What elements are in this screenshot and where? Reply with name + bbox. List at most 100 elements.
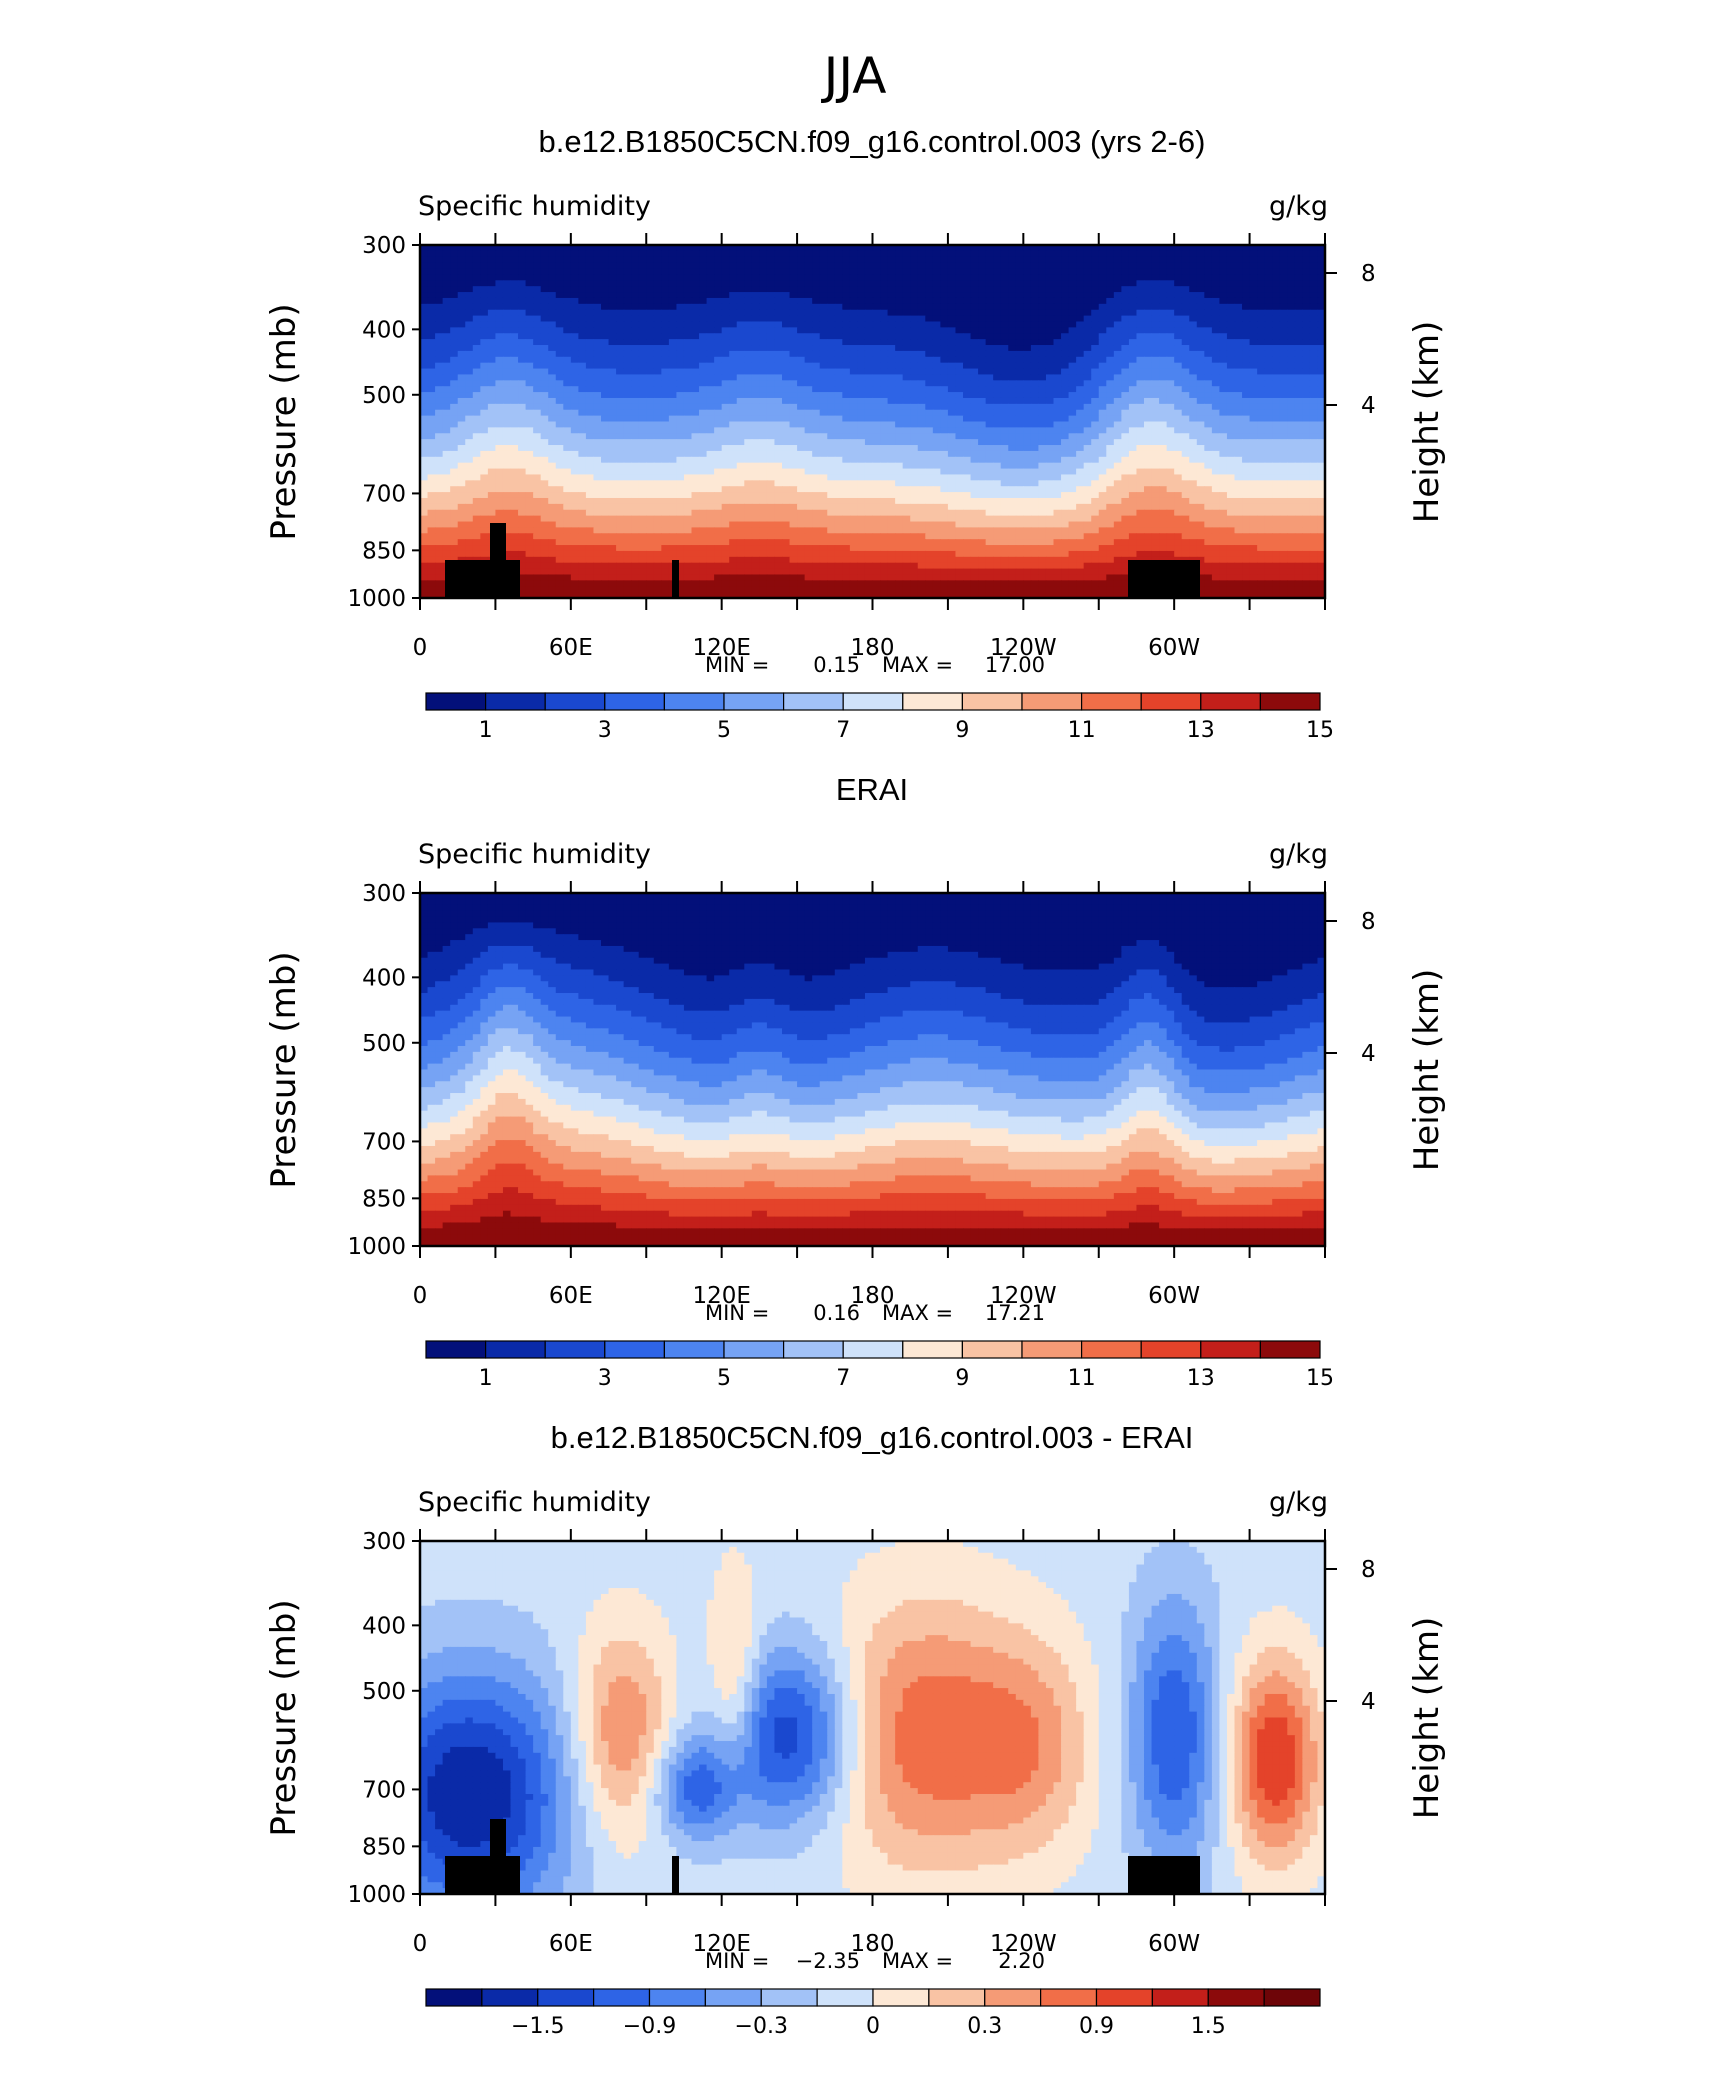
heatmap-cell [1159,303,1168,311]
heatmap-cell [563,362,572,370]
heatmap-cell [1068,433,1077,440]
heatmap-cell [782,462,791,470]
heatmap-cell [1121,445,1130,452]
heatmap-cell [435,403,444,411]
heatmap-cell [646,280,655,287]
heatmap-cell [925,292,934,299]
heatmap-cell [502,450,512,458]
heatmap-cell [525,480,534,487]
heatmap-cell [1015,433,1024,440]
heatmap-cell [1302,362,1311,370]
heatmap-cell [857,245,866,252]
heatmap-cell [1174,445,1183,452]
heatmap-cell [1023,245,1032,252]
heatmap-cell [978,245,987,252]
heatmap-cell [880,415,889,423]
heatmap-cell [834,456,843,464]
heatmap-cell [1264,303,1273,311]
heatmap-cell [910,245,919,252]
heatmap-cell [842,474,851,481]
heatmap-cell [759,345,768,352]
heatmap-cell [1174,362,1183,370]
heatmap-cell [1045,386,1055,393]
heatmap-cell [435,480,444,487]
heatmap-cell [1264,339,1273,346]
heatmap-cell [1151,397,1160,405]
heatmap-cell [533,368,542,376]
heatmap-cell [548,421,557,428]
heatmap-cell [646,262,655,270]
heatmap-cell [917,350,926,358]
heatmap-cell [857,380,866,387]
heatmap-cell [1159,250,1168,258]
heatmap-cell [563,280,572,287]
heatmap-cell [1083,480,1092,487]
heatmap-cell [1008,392,1017,399]
heatmap-cell [947,245,957,252]
heatmap-cell [1174,292,1183,299]
heatmap-cell [1204,445,1213,452]
heatmap-cell [472,333,481,340]
heatmap-cell [774,380,783,387]
heatmap-cell [1038,403,1047,411]
heatmap-cell [1272,415,1281,423]
heatmap-cell [1106,315,1115,323]
heatmap-cell [721,362,730,370]
heatmap-cell [932,450,941,458]
heatmap-cell [751,292,760,299]
heatmap-cell [1294,250,1303,258]
heatmap-cell [427,486,436,493]
heatmap-cell [691,433,700,440]
heatmap-cell [1061,333,1070,340]
heatmap-cell [661,333,670,340]
heatmap-cell [683,403,693,411]
heatmap-cell [623,245,632,252]
heatmap-cell [819,362,828,370]
heatmap-cell [887,268,896,276]
heatmap-cell [450,386,459,393]
heatmap-cell [1121,250,1130,258]
heatmap-cell [857,403,866,411]
heatmap-cell [932,356,941,364]
heatmap-cell [601,303,610,311]
heatmap-cell [887,380,896,387]
heatmap-cell [1189,345,1198,352]
heatmap-cell [1272,250,1281,258]
heatmap-cell [797,409,806,417]
heatmap-cell [1204,345,1213,352]
heatmap-cell [1045,256,1055,264]
heatmap-cell [978,309,987,317]
heatmap-cell [1061,345,1070,352]
heatmap-cell [1189,256,1198,264]
heatmap-cell [1159,439,1168,446]
heatmap-cell [525,297,534,305]
heatmap-cell [1166,456,1175,464]
heatmap-cell [895,327,904,334]
heatmap-cell [774,280,783,287]
heatmap-cell [849,397,859,405]
heatmap-cell [940,486,949,493]
heatmap-cell [442,274,451,281]
heatmap-cell [442,386,451,393]
heatmap-cell [880,303,889,311]
heatmap-cell [1294,392,1303,399]
heatmap-cell [751,315,760,323]
heatmap-cell [864,403,874,411]
heatmap-cell [1053,245,1062,252]
heatmap-cell [548,256,557,264]
heatmap-cell [442,427,451,434]
heatmap-cell [1061,421,1070,428]
heatmap-cell [1309,409,1319,417]
heatmap-cell [585,292,595,299]
heatmap-cell [1053,292,1062,299]
heatmap-cell [842,386,851,393]
heatmap-cell [849,262,859,270]
heatmap-cell [1113,392,1122,399]
heatmap-cell [1045,468,1055,476]
heatmap-cell [555,286,564,293]
heatmap-cell [1219,345,1228,352]
heatmap-cell [804,403,813,411]
heatmap-cell [947,474,957,481]
heatmap-cell [616,480,625,487]
heatmap-cell [601,445,610,452]
